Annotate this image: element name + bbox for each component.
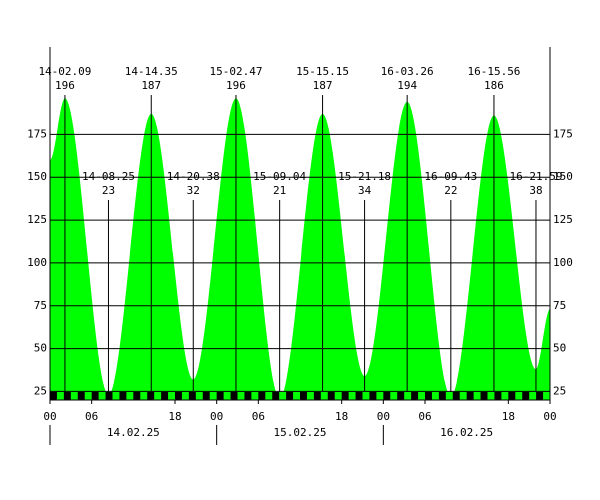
y-tick-label: 100 (27, 256, 47, 269)
y-tick-label: 125 (27, 213, 47, 226)
extreme-time-label: 14-14.35 (125, 65, 178, 78)
extreme-value-label: 34 (358, 184, 372, 197)
y-tick-label-right: 125 (553, 213, 573, 226)
extreme-value-label: 32 (187, 184, 200, 197)
y-tick-label-right: 100 (553, 256, 573, 269)
x-tick-label: 18 (335, 410, 348, 423)
extreme-time-label: 16-09.43 (424, 170, 477, 183)
x-tick-label: 18 (168, 410, 181, 423)
x-tick-label: 06 (85, 410, 98, 423)
y-tick-label: 150 (27, 170, 47, 183)
y-tick-label: 175 (27, 127, 47, 140)
y-tick-label: 75 (34, 299, 47, 312)
extreme-value-label: 22 (444, 184, 457, 197)
day-label: 15.02.25 (274, 426, 327, 439)
y-tick-label-right: 150 (553, 170, 573, 183)
x-tick-label: 00 (543, 410, 556, 423)
y-tick-label: 50 (34, 342, 47, 355)
day-label: 14.02.25 (107, 426, 160, 439)
x-tick-label: 18 (502, 410, 515, 423)
extreme-time-label: 16-03.26 (381, 65, 434, 78)
extreme-value-label: 194 (397, 79, 417, 92)
extreme-time-label: 15-21.18 (338, 170, 391, 183)
extreme-time-label: 14-02.09 (38, 65, 91, 78)
extreme-time-label: 16-21.59 (509, 170, 562, 183)
x-tick-label: 06 (418, 410, 431, 423)
y-tick-label: 25 (34, 384, 47, 397)
y-tick-label-right: 75 (553, 299, 566, 312)
extreme-value-label: 187 (141, 79, 161, 92)
y-tick-label-right: 25 (553, 384, 566, 397)
extreme-value-label: 23 (102, 184, 115, 197)
x-tick-label: 00 (43, 410, 56, 423)
extreme-value-label: 196 (226, 79, 246, 92)
extreme-value-label: 187 (313, 79, 333, 92)
x-tick-label: 00 (210, 410, 223, 423)
y-tick-label-right: 50 (553, 342, 566, 355)
y-tick-label-right: 175 (553, 127, 573, 140)
extreme-time-label: 15-02.47 (209, 65, 262, 78)
tide-area (50, 98, 550, 400)
extreme-time-label: 16-15.56 (467, 65, 520, 78)
extreme-time-label: 15-09.04 (253, 170, 306, 183)
extreme-value-label: 196 (55, 79, 75, 92)
day-label: 16.02.25 (440, 426, 493, 439)
extreme-value-label: 38 (529, 184, 542, 197)
extreme-time-label: 15-15.15 (296, 65, 349, 78)
extreme-value-label: 186 (484, 79, 504, 92)
extreme-value-label: 21 (273, 184, 286, 197)
hour-ruler (50, 392, 550, 400)
extreme-time-label: 14-20.38 (167, 170, 220, 183)
x-tick-label: 00 (377, 410, 390, 423)
extreme-time-label: 14-08.25 (82, 170, 135, 183)
x-tick-label: 06 (252, 410, 265, 423)
